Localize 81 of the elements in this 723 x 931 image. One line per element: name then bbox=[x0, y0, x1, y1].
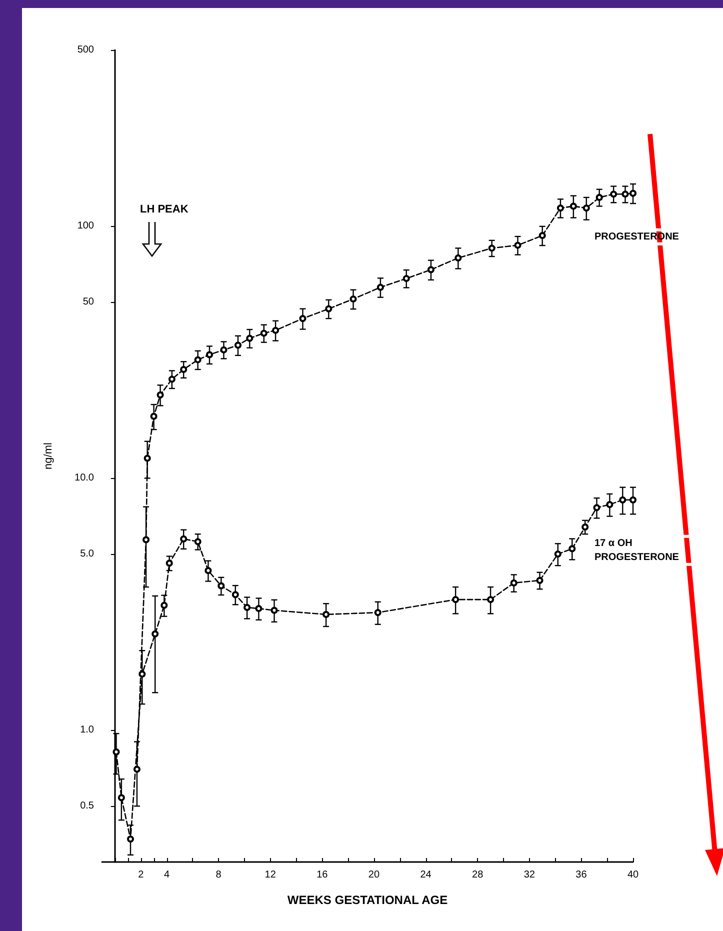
x-tick-label: 2 bbox=[138, 870, 144, 880]
point bbox=[538, 232, 546, 240]
x-tick-label: 16 bbox=[316, 870, 328, 880]
x-tick-label: 4 bbox=[164, 870, 170, 880]
point bbox=[144, 454, 151, 462]
point bbox=[180, 366, 188, 373]
point bbox=[402, 274, 410, 282]
point bbox=[570, 202, 577, 210]
point bbox=[582, 204, 590, 212]
point bbox=[350, 296, 357, 303]
point bbox=[180, 535, 188, 542]
x-tick-label: 8 bbox=[216, 870, 222, 880]
point bbox=[596, 194, 603, 201]
point bbox=[270, 606, 278, 614]
x-tick-label: 40 bbox=[627, 870, 639, 880]
point bbox=[487, 596, 494, 604]
y-tick-label: 5.0 bbox=[80, 548, 94, 560]
point bbox=[160, 602, 168, 609]
y-tick-label: 0.5 bbox=[80, 800, 94, 812]
point bbox=[376, 284, 384, 291]
point bbox=[118, 794, 125, 802]
point bbox=[244, 604, 251, 611]
point bbox=[514, 242, 522, 249]
point bbox=[606, 501, 614, 508]
point bbox=[510, 579, 518, 586]
point bbox=[322, 610, 330, 618]
point bbox=[630, 496, 636, 504]
point bbox=[218, 582, 225, 590]
point bbox=[234, 342, 242, 349]
point bbox=[112, 748, 120, 756]
point bbox=[427, 266, 434, 274]
y-tick-label: 10.0 bbox=[74, 472, 94, 484]
point bbox=[260, 330, 268, 337]
point bbox=[582, 524, 589, 531]
point bbox=[536, 576, 544, 584]
point bbox=[452, 596, 460, 604]
y-tick-label: 50 bbox=[82, 296, 94, 308]
x-tick-label: 20 bbox=[368, 870, 380, 880]
point bbox=[194, 356, 202, 364]
y-axis-title: ng/ml bbox=[42, 442, 54, 470]
point bbox=[610, 190, 618, 198]
x-tick-label: 32 bbox=[524, 870, 536, 880]
point bbox=[454, 254, 462, 262]
point bbox=[220, 346, 228, 354]
point bbox=[556, 204, 564, 212]
point bbox=[166, 560, 173, 567]
x-tick-label: 28 bbox=[472, 870, 484, 880]
point bbox=[138, 670, 146, 678]
point bbox=[127, 836, 134, 843]
point bbox=[619, 496, 626, 504]
point bbox=[272, 326, 280, 334]
point bbox=[568, 545, 576, 552]
point bbox=[299, 315, 306, 322]
point bbox=[133, 766, 140, 773]
x-tick-label: 24 bbox=[420, 870, 432, 880]
point bbox=[554, 550, 562, 558]
point bbox=[622, 190, 629, 198]
y-tick-label: 500 bbox=[77, 44, 94, 56]
point bbox=[152, 630, 159, 638]
series-label: 17 α OH PROGESTERONE bbox=[594, 538, 680, 563]
point bbox=[232, 591, 239, 598]
point bbox=[156, 391, 164, 398]
point bbox=[206, 351, 213, 358]
x-tick-label: 36 bbox=[576, 870, 588, 880]
point bbox=[630, 190, 636, 197]
point bbox=[374, 609, 382, 616]
point bbox=[488, 244, 496, 252]
point bbox=[168, 376, 176, 383]
annotation: LH PEAK bbox=[140, 204, 188, 216]
x-axis-title: WEEKS GESTATIONAL AGE bbox=[287, 893, 448, 907]
point bbox=[325, 305, 332, 312]
point bbox=[204, 567, 212, 574]
point bbox=[593, 504, 600, 512]
point bbox=[142, 536, 150, 544]
point bbox=[246, 334, 254, 342]
point bbox=[194, 538, 202, 546]
point bbox=[255, 605, 262, 612]
x-tick-label: 12 bbox=[264, 870, 276, 880]
y-tick-label: 100 bbox=[77, 220, 94, 232]
y-tick-label: 1.0 bbox=[80, 724, 94, 736]
point bbox=[150, 412, 158, 420]
